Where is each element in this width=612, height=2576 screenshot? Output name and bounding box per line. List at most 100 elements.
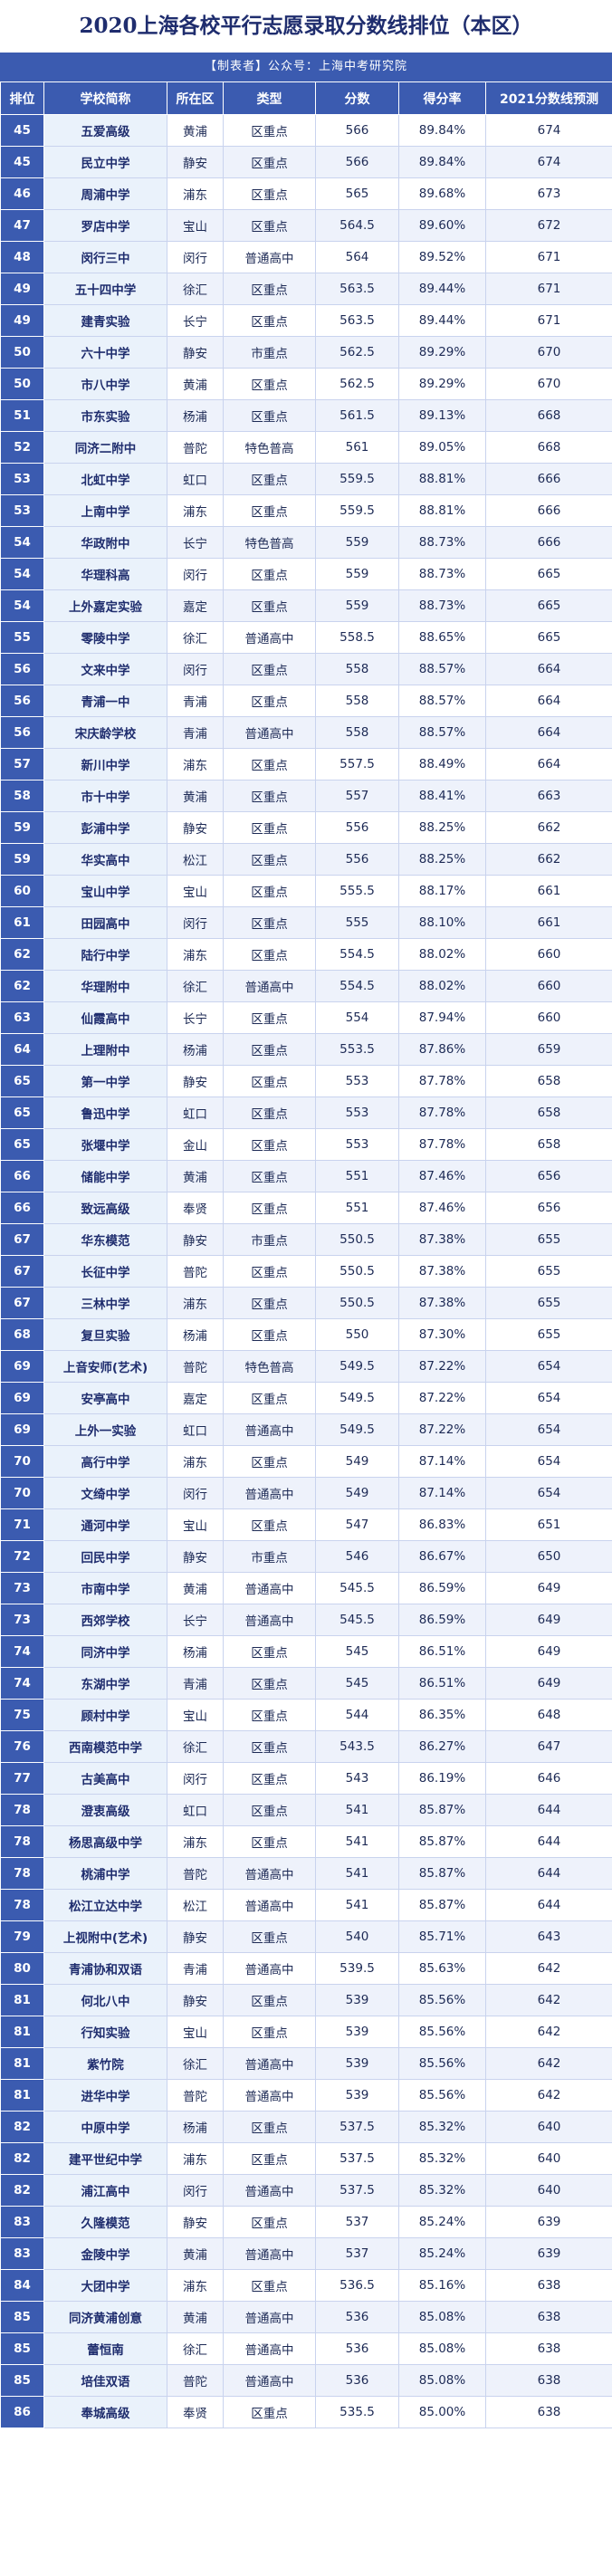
table-row: 82 中原中学 杨浦 区重点 537.5 85.32% 640 bbox=[0, 2111, 612, 2143]
table-row: 58 市十中学 黄浦 区重点 557 88.41% 663 bbox=[0, 780, 612, 812]
rank-cell: 66 bbox=[0, 1160, 44, 1192]
score-cell: 554 bbox=[315, 1001, 399, 1034]
table-row: 75 顾村中学 宝山 区重点 544 86.35% 648 bbox=[0, 1699, 612, 1731]
district-cell: 嘉定 bbox=[167, 1382, 224, 1414]
forecast-cell: 638 bbox=[485, 2301, 612, 2333]
rate-cell: 86.51% bbox=[398, 1667, 486, 1700]
district-cell: 闵行 bbox=[167, 1762, 224, 1795]
type-cell: 区重点 bbox=[223, 399, 316, 432]
rate-cell: 87.22% bbox=[398, 1413, 486, 1446]
rank-cell: 51 bbox=[0, 399, 44, 432]
rank-cell: 50 bbox=[0, 368, 44, 400]
type-cell: 区重点 bbox=[223, 146, 316, 178]
rank-cell: 85 bbox=[0, 2364, 44, 2397]
table-row: 76 西南模范中学 徐汇 区重点 543.5 86.27% 647 bbox=[0, 1730, 612, 1763]
table-row: 50 六十中学 静安 市重点 562.5 89.29% 670 bbox=[0, 336, 612, 369]
district-cell: 闵行 bbox=[167, 558, 224, 590]
score-cell: 539 bbox=[315, 2079, 399, 2112]
district-cell: 普陀 bbox=[167, 1350, 224, 1383]
table-row: 66 储能中学 黄浦 区重点 551 87.46% 656 bbox=[0, 1160, 612, 1192]
district-cell: 黄浦 bbox=[167, 2301, 224, 2333]
table-row: 66 致远高级 奉贤 区重点 551 87.46% 656 bbox=[0, 1192, 612, 1224]
forecast-cell: 642 bbox=[485, 1952, 612, 1985]
rank-cell: 62 bbox=[0, 970, 44, 1002]
rate-cell: 85.00% bbox=[398, 2396, 486, 2428]
type-cell: 市重点 bbox=[223, 336, 316, 369]
score-cell: 540 bbox=[315, 1920, 399, 1953]
district-cell: 青浦 bbox=[167, 685, 224, 717]
page-title: 2020上海各校平行志愿录取分数线排位（本区） bbox=[0, 0, 612, 53]
forecast-cell: 658 bbox=[485, 1096, 612, 1129]
forecast-cell: 674 bbox=[485, 114, 612, 147]
district-cell: 杨浦 bbox=[167, 1318, 224, 1351]
table-row: 73 西郊学校 长宁 普通高中 545.5 86.59% 649 bbox=[0, 1604, 612, 1636]
forecast-cell: 663 bbox=[485, 780, 612, 812]
school-name-cell: 彭浦中学 bbox=[43, 811, 167, 844]
forecast-cell: 665 bbox=[485, 621, 612, 654]
rate-cell: 85.71% bbox=[398, 1920, 486, 1953]
type-cell: 特色普高 bbox=[223, 1350, 316, 1383]
table-row: 45 民立中学 静安 区重点 566 89.84% 674 bbox=[0, 146, 612, 178]
score-cell: 556 bbox=[315, 811, 399, 844]
type-cell: 普通高中 bbox=[223, 1604, 316, 1636]
rank-cell: 75 bbox=[0, 1699, 44, 1731]
forecast-cell: 644 bbox=[485, 1794, 612, 1826]
score-cell: 554.5 bbox=[315, 970, 399, 1002]
score-cell: 554.5 bbox=[315, 938, 399, 971]
type-cell: 普通高中 bbox=[223, 1572, 316, 1604]
score-cell: 541 bbox=[315, 1857, 399, 1890]
type-cell: 普通高中 bbox=[223, 2332, 316, 2365]
rank-cell: 81 bbox=[0, 2047, 44, 2080]
school-name-cell: 大团中学 bbox=[43, 2269, 167, 2302]
score-cell: 557 bbox=[315, 780, 399, 812]
district-cell: 虹口 bbox=[167, 1096, 224, 1129]
school-name-cell: 东湖中学 bbox=[43, 1667, 167, 1700]
district-cell: 静安 bbox=[167, 336, 224, 369]
rate-cell: 88.41% bbox=[398, 780, 486, 812]
type-cell: 普通高中 bbox=[223, 621, 316, 654]
table-row: 78 桃浦中学 普陀 普通高中 541 85.87% 644 bbox=[0, 1857, 612, 1890]
table-row: 69 上音安师(艺术) 普陀 特色普高 549.5 87.22% 654 bbox=[0, 1350, 612, 1383]
table-row: 84 大团中学 浦东 区重点 536.5 85.16% 638 bbox=[0, 2269, 612, 2302]
forecast-cell: 668 bbox=[485, 431, 612, 464]
rank-cell: 68 bbox=[0, 1318, 44, 1351]
forecast-cell: 672 bbox=[485, 209, 612, 242]
rank-cell: 67 bbox=[0, 1255, 44, 1288]
district-cell: 杨浦 bbox=[167, 2111, 224, 2143]
table-row: 78 杨思高级中学 浦东 区重点 541 85.87% 644 bbox=[0, 1825, 612, 1858]
table-row: 73 市南中学 黄浦 普通高中 545.5 86.59% 649 bbox=[0, 1572, 612, 1604]
type-cell: 区重点 bbox=[223, 1096, 316, 1129]
table-row: 78 松江立达中学 松江 普通高中 541 85.87% 644 bbox=[0, 1889, 612, 1921]
table-row: 71 通河中学 宝山 区重点 547 86.83% 651 bbox=[0, 1508, 612, 1541]
forecast-cell: 659 bbox=[485, 1033, 612, 1066]
rank-cell: 53 bbox=[0, 494, 44, 527]
rate-cell: 87.38% bbox=[398, 1287, 486, 1319]
school-name-cell: 蕾恒南 bbox=[43, 2332, 167, 2365]
score-cell: 544 bbox=[315, 1699, 399, 1731]
type-cell: 区重点 bbox=[223, 1318, 316, 1351]
rate-cell: 89.29% bbox=[398, 336, 486, 369]
district-cell: 浦东 bbox=[167, 748, 224, 780]
rate-cell: 89.68% bbox=[398, 177, 486, 210]
school-name-cell: 文来中学 bbox=[43, 653, 167, 685]
score-cell: 556 bbox=[315, 843, 399, 876]
forecast-cell: 658 bbox=[485, 1128, 612, 1161]
rank-cell: 82 bbox=[0, 2111, 44, 2143]
rate-cell: 89.60% bbox=[398, 209, 486, 242]
district-cell: 青浦 bbox=[167, 1952, 224, 1985]
rank-cell: 58 bbox=[0, 780, 44, 812]
rate-cell: 85.87% bbox=[398, 1857, 486, 1890]
type-cell: 区重点 bbox=[223, 1287, 316, 1319]
rate-cell: 89.13% bbox=[398, 399, 486, 432]
score-cell: 562.5 bbox=[315, 368, 399, 400]
table-row: 83 久隆模范 静安 区重点 537 85.24% 639 bbox=[0, 2206, 612, 2238]
rank-cell: 70 bbox=[0, 1477, 44, 1509]
district-cell: 静安 bbox=[167, 1540, 224, 1573]
school-name-cell: 金陵中学 bbox=[43, 2237, 167, 2270]
rank-cell: 78 bbox=[0, 1825, 44, 1858]
rate-cell: 88.25% bbox=[398, 811, 486, 844]
rank-cell: 63 bbox=[0, 1001, 44, 1034]
rate-cell: 88.73% bbox=[398, 589, 486, 622]
table-row: 50 市八中学 黄浦 区重点 562.5 89.29% 670 bbox=[0, 368, 612, 400]
type-cell: 特色普高 bbox=[223, 526, 316, 559]
